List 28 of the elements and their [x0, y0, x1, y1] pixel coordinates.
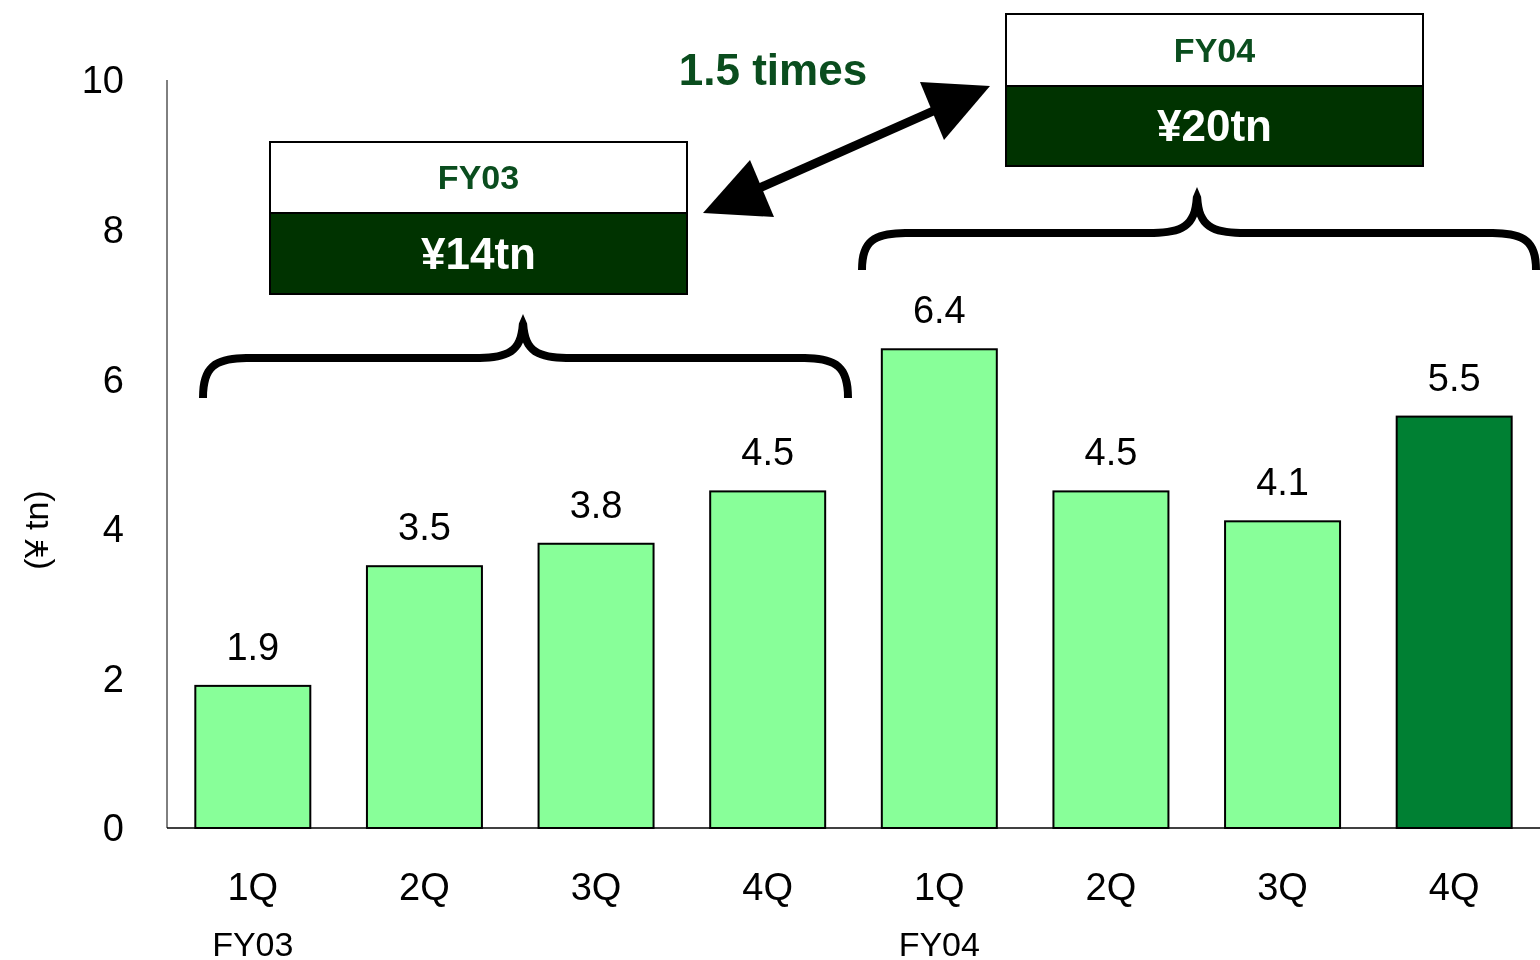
data-label: 4.1 [1256, 461, 1309, 504]
data-label: 3.5 [398, 506, 451, 549]
x-tick-label: 1Q FY03 [212, 866, 294, 960]
data-label: 1.9 [226, 625, 280, 668]
data-label: 3.8 [569, 483, 623, 526]
x-tick-label: 3Q [1257, 866, 1308, 908]
x-tick-label: 4Q [1428, 866, 1480, 908]
y-tick-label: 8 [102, 208, 124, 251]
y-tick-label: 10 [81, 59, 124, 102]
y-tick-label: 6 [102, 358, 124, 401]
x-tick-label: 2Q [1085, 866, 1137, 908]
annotation: ¥20tn [1157, 101, 1272, 151]
data-label: 4.5 [1084, 431, 1138, 474]
y-tick-label: 0 [102, 807, 124, 850]
x-tick-label: 2Q [399, 866, 450, 908]
annotation: FY03 [437, 158, 520, 197]
data-label: 4.5 [741, 431, 795, 474]
x-tick-label: 3Q [570, 866, 622, 908]
x-tick-label: 1Q FY04 [898, 866, 980, 960]
y-axis-title: (¥ tn) [17, 490, 55, 570]
y-tick-label: 4 [102, 508, 124, 551]
data-label: 5.5 [1427, 356, 1481, 399]
annotation: 1.5 times [678, 45, 868, 95]
y-tick-label: 2 [102, 657, 124, 700]
x-tick-label: 4Q [742, 866, 794, 908]
annotation: ¥14tn [421, 228, 536, 278]
data-label: 6.4 [912, 289, 966, 332]
text: FY04 [1173, 30, 1256, 69]
